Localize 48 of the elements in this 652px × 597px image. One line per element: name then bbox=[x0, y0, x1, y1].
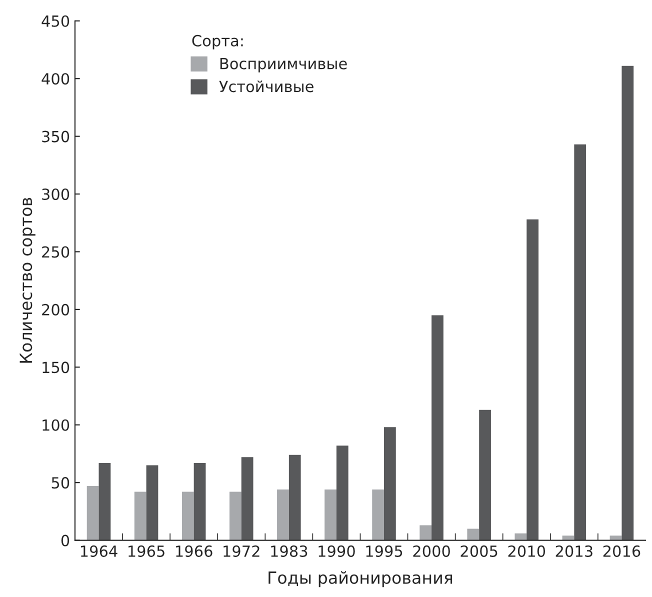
bar bbox=[336, 446, 348, 540]
y-axis-title: Количество сортов bbox=[20, 198, 36, 363]
bar bbox=[134, 492, 146, 540]
bar bbox=[526, 219, 539, 540]
bar bbox=[574, 144, 586, 540]
y-tick-label: 0 bbox=[61, 534, 70, 546]
bar bbox=[288, 454, 301, 540]
legend-label: Устойчивые bbox=[219, 80, 314, 92]
bar bbox=[479, 410, 491, 540]
x-tick-label: 1983 bbox=[271, 545, 308, 557]
x-tick-label: 1972 bbox=[224, 545, 260, 557]
x-tick-label: 2000 bbox=[413, 545, 450, 557]
bar bbox=[384, 427, 396, 540]
bar bbox=[194, 462, 206, 540]
bar bbox=[86, 486, 99, 540]
y-tick-label: 400 bbox=[42, 73, 70, 85]
bar bbox=[467, 528, 480, 540]
bar bbox=[182, 492, 194, 540]
y-tick-label: 100 bbox=[42, 419, 70, 431]
bar bbox=[277, 490, 289, 540]
y-tick-label: 350 bbox=[42, 130, 70, 142]
y-tick-label: 450 bbox=[42, 15, 70, 27]
x-tick-label: 1965 bbox=[128, 545, 164, 557]
bar bbox=[241, 457, 254, 540]
x-tick-label: 2013 bbox=[556, 545, 592, 557]
bar bbox=[372, 490, 384, 540]
y-tick-label: 150 bbox=[42, 362, 70, 374]
x-tick-label: 1966 bbox=[176, 545, 212, 557]
x-tick-label: 2005 bbox=[460, 545, 498, 557]
bar bbox=[420, 525, 432, 540]
x-tick-label: 1995 bbox=[366, 545, 402, 557]
legend-label: Восприимчивые bbox=[220, 58, 347, 72]
bar bbox=[324, 490, 336, 540]
legend-title: Сорта: bbox=[192, 34, 243, 50]
bar bbox=[146, 465, 158, 540]
y-tick-label: 250 bbox=[42, 246, 70, 258]
bar bbox=[622, 66, 634, 540]
x-axis-title: Годы районирования bbox=[268, 571, 452, 588]
x-tick-label: 1990 bbox=[318, 545, 355, 557]
bar bbox=[98, 462, 111, 540]
x-tick-label: 2010 bbox=[508, 545, 546, 557]
y-tick-label: 200 bbox=[42, 304, 70, 316]
y-tick-label: 300 bbox=[42, 188, 70, 200]
y-tick-label: 50 bbox=[52, 477, 70, 489]
x-tick-label: 2016 bbox=[603, 545, 640, 557]
bar bbox=[432, 315, 444, 540]
x-tick-label: 1964 bbox=[80, 545, 118, 557]
bar bbox=[229, 492, 242, 540]
